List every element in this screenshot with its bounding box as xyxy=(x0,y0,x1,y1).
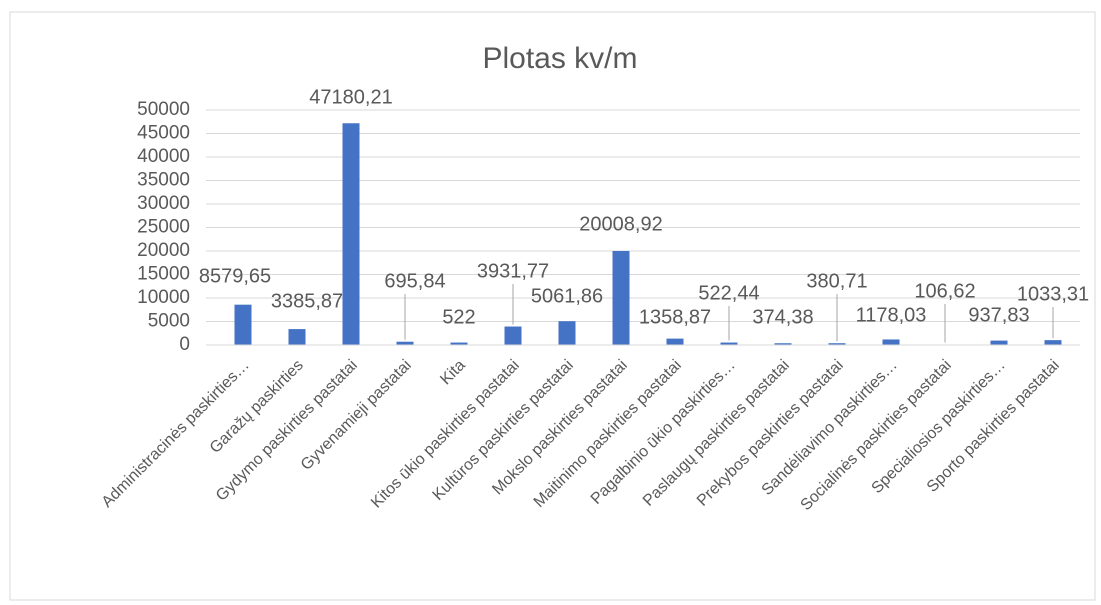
data-label: 380,71 xyxy=(806,270,867,292)
data-label: 20008,92 xyxy=(579,213,662,235)
bar xyxy=(882,339,900,345)
y-tick-label: 25000 xyxy=(137,217,190,238)
bar xyxy=(1044,340,1062,345)
bar xyxy=(342,123,360,345)
bar xyxy=(504,326,522,345)
y-tick-label: 35000 xyxy=(137,170,190,191)
chart-title: Plotas kv/m xyxy=(482,42,637,75)
data-label: 106,62 xyxy=(914,280,975,302)
data-label: 3385,87 xyxy=(271,290,343,312)
data-label: 522,44 xyxy=(698,282,759,304)
bar xyxy=(828,343,846,345)
data-label: 695,84 xyxy=(384,270,445,292)
data-label: 3931,77 xyxy=(477,260,549,282)
y-tick-label: 40000 xyxy=(137,146,190,167)
data-label: 374,38 xyxy=(752,306,813,328)
data-label: 1178,03 xyxy=(856,304,927,326)
y-tick-label: 45000 xyxy=(137,123,190,144)
bar xyxy=(288,329,306,345)
bar xyxy=(234,304,252,345)
bar xyxy=(720,342,738,345)
y-tick-label: 0 xyxy=(179,334,190,355)
y-tick-label: 50000 xyxy=(137,99,190,120)
data-label: 937,83 xyxy=(968,304,1029,326)
y-tick-label: 15000 xyxy=(137,264,190,285)
y-tick-label: 30000 xyxy=(137,193,190,214)
bar xyxy=(774,343,792,345)
bar xyxy=(396,341,414,345)
data-label: 1033,31 xyxy=(1017,283,1089,305)
data-label: 1358,87 xyxy=(639,306,711,328)
data-label: 5061,86 xyxy=(531,285,603,307)
bar xyxy=(666,338,684,345)
data-label: 8579,65 xyxy=(199,265,271,287)
y-tick-label: 20000 xyxy=(137,240,190,261)
data-label: 522 xyxy=(442,306,475,328)
bar xyxy=(990,340,1008,345)
bar xyxy=(558,321,576,345)
bar xyxy=(612,250,630,345)
bar xyxy=(450,342,468,345)
y-tick-label: 10000 xyxy=(137,287,190,308)
y-tick-label: 5000 xyxy=(148,311,190,332)
data-label: 47180,21 xyxy=(309,86,392,108)
